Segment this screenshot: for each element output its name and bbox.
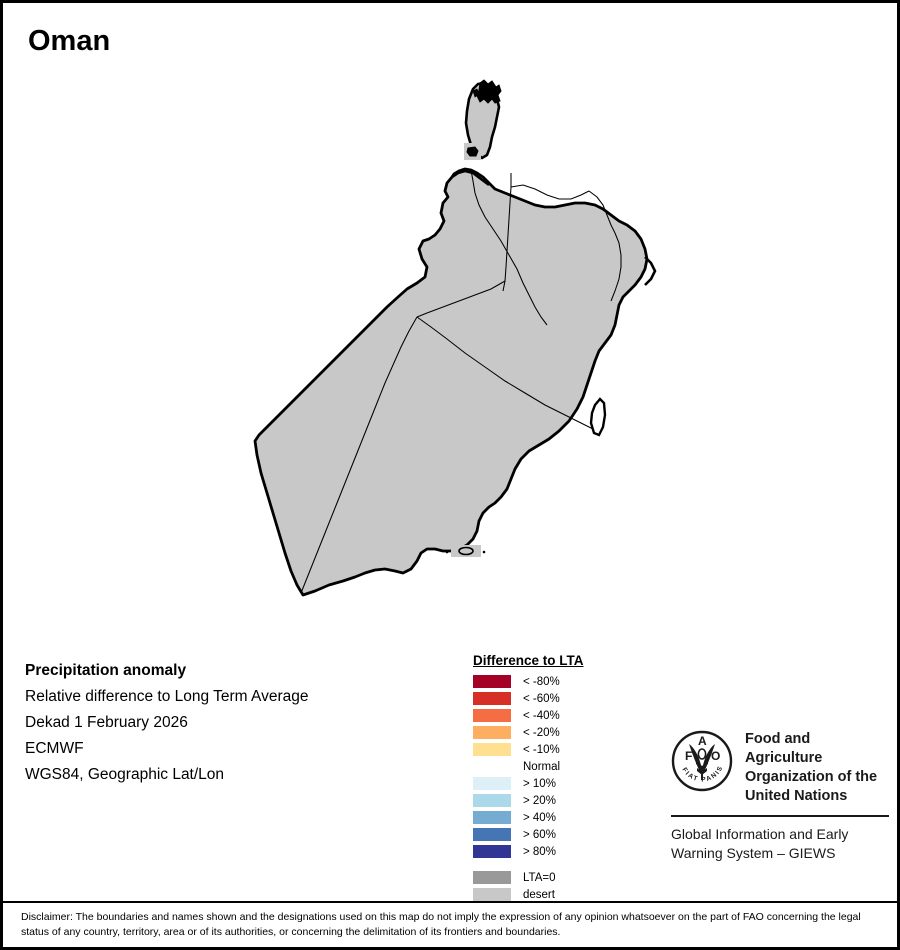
admin-boundary-sharqiyah-north xyxy=(588,190,616,234)
oman-mainland-region[interactable] xyxy=(253,167,649,597)
legend-label: desert xyxy=(523,888,555,901)
legend-item-lt-40[interactable]: < -40% xyxy=(473,707,584,724)
legend-item-lt-80[interactable]: < -80% xyxy=(473,673,584,690)
legend-label: Normal xyxy=(523,760,561,773)
legend-label: < -10% xyxy=(523,743,560,756)
legend-swatch xyxy=(473,871,511,884)
fao-divider xyxy=(671,815,889,817)
legend-swatch xyxy=(473,888,511,901)
svg-text:A: A xyxy=(698,734,707,748)
fao-org-line-3: United Nations xyxy=(745,788,848,804)
admin-boundary-dhofar-wusta xyxy=(300,316,418,594)
legend-label: > 60% xyxy=(523,828,556,841)
legend-swatch xyxy=(473,760,511,773)
admin-boundary-batinah-dhahirah xyxy=(502,173,512,292)
hallaniyat-island-small-east xyxy=(482,550,486,554)
admin-boundary-northern-upper xyxy=(510,184,590,200)
legend-swatch xyxy=(473,675,511,688)
legend-spacer xyxy=(473,860,584,869)
map-info-block: Precipitation anomaly Relative differenc… xyxy=(25,658,445,788)
ras-al-hadd-coast-detail xyxy=(644,256,657,286)
legend-item-desert[interactable]: desert xyxy=(473,886,584,903)
disclaimer-divider xyxy=(3,901,897,903)
admin-boundaries-group xyxy=(300,169,622,594)
admin-boundary-sharqiyah-east xyxy=(610,232,622,302)
legend-label: < -60% xyxy=(523,692,560,705)
musandam-fjords-detail-2 xyxy=(472,88,480,98)
giews-system-name: Global Information and Early Warning Sys… xyxy=(671,825,891,863)
legend-label: > 80% xyxy=(523,845,556,858)
hallaniyat-island-main xyxy=(458,546,474,556)
legend-item-gt-20[interactable]: > 20% xyxy=(473,792,584,809)
legend-label: > 10% xyxy=(523,777,556,790)
legend-label: > 40% xyxy=(523,811,556,824)
legend-swatch xyxy=(473,811,511,824)
fao-wheat-emblem-icon: F A O FIAT PANIS xyxy=(671,730,733,792)
giews-line-2: Warning System – GIEWS xyxy=(671,845,836,861)
legend-swatch xyxy=(473,709,511,722)
masirah-island[interactable] xyxy=(589,397,607,437)
legend-label: > 20% xyxy=(523,794,556,807)
legend-label: < -80% xyxy=(523,675,560,688)
svg-text:F: F xyxy=(685,749,692,763)
map-legend: Difference to LTA < -80% < -60% < -40% <… xyxy=(473,653,584,903)
map-canvas[interactable] xyxy=(3,63,897,643)
north-coast-detail xyxy=(451,169,490,187)
legend-label: < -20% xyxy=(523,726,560,739)
admin-boundary-dhahirah-interior xyxy=(416,280,506,318)
fao-organization-name: Food and Agriculture Organization of the… xyxy=(745,730,891,806)
fao-logo-and-name: F A O FIAT PANIS Food and Agriculture Or… xyxy=(671,730,891,806)
info-period: Dekad 1 February 2026 xyxy=(25,714,188,731)
info-projection: WGS84, Geographic Lat/Lon xyxy=(25,766,225,783)
info-source: ECMWF xyxy=(25,740,84,757)
admin-boundary-interior-sharqiyah xyxy=(416,316,594,430)
fao-org-line-2: Organization of the xyxy=(745,769,878,785)
legend-item-gt-80[interactable]: > 80% xyxy=(473,843,584,860)
legend-swatch xyxy=(473,794,511,807)
legend-swatch xyxy=(473,845,511,858)
legend-swatch xyxy=(473,726,511,739)
hallaniyat-island-small-west xyxy=(445,550,449,554)
legend-item-gt-10[interactable]: > 10% xyxy=(473,775,584,792)
giews-line-1: Global Information and Early xyxy=(671,826,849,842)
page-title: Oman xyxy=(28,25,111,57)
info-heading: Precipitation anomaly xyxy=(25,662,187,679)
legend-item-lt-60[interactable]: < -60% xyxy=(473,690,584,707)
svg-text:O: O xyxy=(711,749,720,763)
disclaimer-text: Disclaimer: The boundaries and names sho… xyxy=(21,911,861,938)
legend-swatch xyxy=(473,828,511,841)
info-subtitle: Relative difference to Long Term Average xyxy=(25,688,309,705)
legend-item-lt-10[interactable]: < -10% xyxy=(473,741,584,758)
legend-item-gt-60[interactable]: > 60% xyxy=(473,826,584,843)
musandam-fjords-detail xyxy=(476,79,502,104)
legend-swatch xyxy=(473,777,511,790)
madha-enclave-region[interactable] xyxy=(466,146,479,157)
legend-item-lta-zero[interactable]: LTA=0 xyxy=(473,869,584,886)
legend-item-lt-20[interactable]: < -20% xyxy=(473,724,584,741)
legend-label: < -40% xyxy=(523,709,560,722)
legend-swatch xyxy=(473,743,511,756)
oman-landmass-group xyxy=(253,79,657,597)
legend-title: Difference to LTA xyxy=(473,653,584,668)
fao-org-line-1: Food and Agriculture xyxy=(745,731,823,766)
admin-boundary-musandam-south xyxy=(470,169,548,326)
legend-swatch xyxy=(473,692,511,705)
legend-label: LTA=0 xyxy=(523,871,556,884)
legend-item-gt-40[interactable]: > 40% xyxy=(473,809,584,826)
fao-branding-block: F A O FIAT PANIS Food and Agriculture Or… xyxy=(671,730,891,863)
legend-item-normal[interactable]: Normal xyxy=(473,758,584,775)
